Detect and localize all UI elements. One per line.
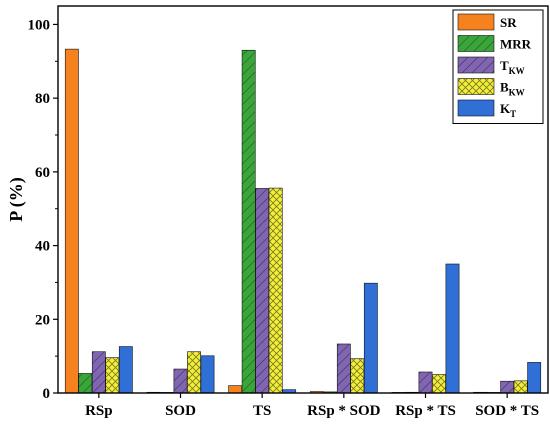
legend-label-bkw: BKW bbox=[500, 80, 525, 98]
legend-label-sr: SR bbox=[500, 15, 517, 30]
bar-kt-3 bbox=[363, 282, 378, 394]
bar-tkw-1 bbox=[173, 368, 188, 394]
bar-tkw-2 bbox=[255, 188, 270, 394]
bar-kt-4 bbox=[445, 263, 460, 394]
legend-label-tkw: TKW bbox=[500, 58, 525, 76]
bar-sr-0 bbox=[64, 48, 79, 394]
legend-label-mrr: MRR bbox=[500, 37, 532, 52]
bar-bkw-2 bbox=[268, 187, 283, 394]
bar-tkw-5 bbox=[500, 380, 515, 394]
legend-swatch-kt bbox=[457, 99, 495, 117]
legend-swatch-sr bbox=[457, 13, 495, 31]
y-tick-label: 60 bbox=[35, 165, 50, 181]
x-category-label: RSp * TS bbox=[395, 403, 456, 419]
y-axis-title: P (%) bbox=[6, 177, 27, 222]
bar-tkw-3 bbox=[336, 343, 351, 394]
bar-kt-0 bbox=[118, 346, 133, 394]
bar-tkw-4 bbox=[418, 371, 433, 394]
bar-mrr-2 bbox=[241, 49, 256, 394]
bar-kt-1 bbox=[200, 355, 215, 394]
bar-bkw-3 bbox=[350, 358, 365, 394]
legend-swatch-bkw bbox=[457, 78, 495, 95]
y-tick-label: 100 bbox=[28, 17, 51, 33]
bar-kt-5 bbox=[527, 362, 542, 394]
legend-swatch-tkw bbox=[457, 56, 495, 74]
x-category-label: RSp * SOD bbox=[307, 403, 381, 419]
plot-frame bbox=[57, 5, 549, 394]
y-tick-label: 0 bbox=[43, 386, 51, 402]
bar-tkw-0 bbox=[91, 351, 106, 394]
bar-bkw-4 bbox=[432, 374, 446, 394]
x-category-label: TS bbox=[253, 403, 271, 419]
y-tick-label: 80 bbox=[35, 91, 50, 107]
legend-label-kt: KT bbox=[500, 101, 516, 119]
y-tick-label: 20 bbox=[35, 312, 50, 328]
bar-bkw-1 bbox=[187, 351, 201, 394]
x-category-label: RSp bbox=[85, 403, 113, 419]
legend-swatch-mrr bbox=[457, 35, 495, 52]
y-tick-label: 40 bbox=[35, 239, 50, 255]
bar-mrr-0 bbox=[78, 373, 93, 394]
x-category-label: SOD * TS bbox=[475, 403, 539, 419]
bar-sr-2 bbox=[228, 385, 243, 394]
bar-bkw-5 bbox=[513, 380, 528, 394]
bar-bkw-0 bbox=[105, 357, 120, 394]
x-category-label: SOD bbox=[165, 403, 196, 419]
